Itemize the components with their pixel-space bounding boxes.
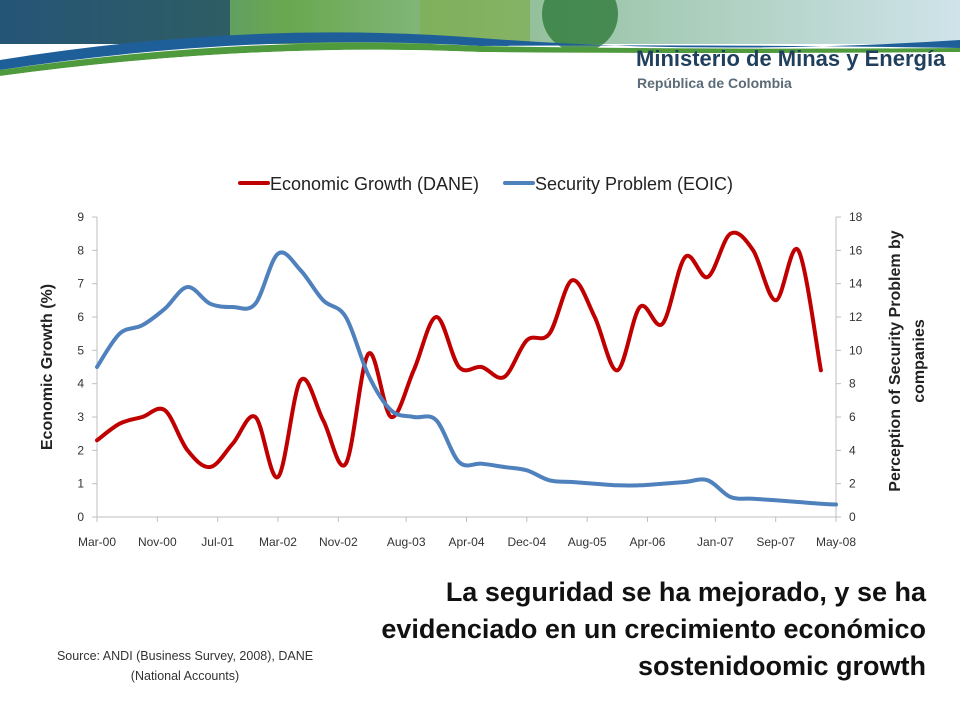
left-tick-label: 3	[77, 410, 84, 424]
banner-dark-photo	[0, 0, 230, 44]
right-tick-label: 2	[849, 477, 856, 491]
header-banner	[0, 0, 960, 110]
banner-swoosh-blue	[0, 32, 960, 70]
left-tick-label: 8	[77, 243, 84, 257]
left-tick-label: 4	[77, 377, 84, 391]
left-tick-label: 2	[77, 443, 84, 457]
slide-caption: La seguridad se ha mejorado, y se ha evi…	[381, 577, 926, 681]
right-tick-label: 8	[849, 377, 856, 391]
x-tick-label: Mar-00	[78, 535, 116, 549]
x-tick-label: May-08	[816, 535, 856, 549]
x-tick-label: Mar-02	[259, 535, 297, 549]
y-axis-title-left: Economic Growth (%)	[39, 284, 56, 450]
right-tick-label: 16	[849, 243, 863, 257]
left-tick-label: 7	[77, 277, 84, 291]
right-tick-label: 4	[849, 443, 856, 457]
legend-security-problem-label: Security Problem (EOIC)	[535, 174, 733, 194]
right-tick-label: 10	[849, 343, 863, 357]
right-tick-label: 12	[849, 310, 863, 324]
x-tick-label: Jan-07	[697, 535, 734, 549]
source-note: Source: ANDI (Business Survey, 2008), DA…	[56, 649, 314, 683]
banner-swoosh-green	[0, 43, 960, 76]
x-tick-label: Dec-04	[507, 535, 546, 549]
left-tick-label: 0	[77, 510, 84, 524]
right-tick-label: 18	[849, 210, 863, 224]
ministry-title: Ministerio de Minas y Energía	[636, 46, 946, 71]
x-tick-label: Nov-02	[319, 535, 358, 549]
ministry-subtitle: República de Colombia	[637, 75, 792, 91]
series-line-economic-growth	[95, 230, 823, 480]
x-tick-label: Aug-05	[568, 535, 607, 549]
x-tick-label: Sep-07	[756, 535, 795, 549]
series-line-security-problem	[95, 250, 838, 507]
left-tick-label: 5	[77, 343, 84, 357]
x-tick-label: Apr-04	[448, 535, 484, 549]
x-tick-label: Jul-01	[201, 535, 234, 549]
right-tick-label: 6	[849, 410, 856, 424]
right-tick-label: 0	[849, 510, 856, 524]
x-tick-label: Nov-00	[138, 535, 177, 549]
left-tick-label: 9	[77, 210, 84, 224]
y-axis-title-right-line2: companies	[911, 319, 928, 403]
legend-economic-growth-label: Economic Growth (DANE)	[270, 174, 479, 194]
right-tick-label: 14	[849, 277, 863, 291]
y-axis-title-right-line1: Perception of Security Problem by	[887, 230, 904, 492]
banner-logo-circle	[542, 0, 618, 52]
left-tick-label: 6	[77, 310, 84, 324]
x-tick-label: Aug-03	[387, 535, 426, 549]
x-tick-label: Apr-06	[629, 535, 665, 549]
banner-white-base	[0, 49, 960, 110]
left-tick-label: 1	[77, 477, 84, 491]
